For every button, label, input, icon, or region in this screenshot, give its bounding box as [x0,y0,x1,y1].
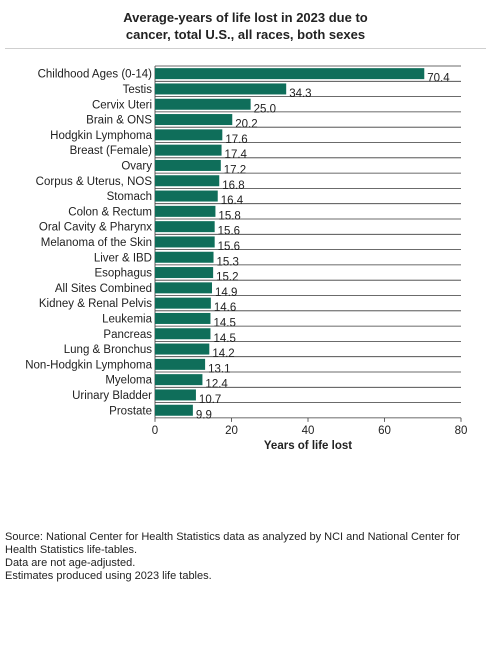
data-label: 16.4 [221,195,244,207]
category-label: Testis [123,84,153,96]
bar [155,221,215,233]
data-label: 9.9 [196,409,212,421]
category-label: Corpus & Uterus, NOS [36,176,153,188]
data-label: 14.9 [215,287,237,299]
bar [155,98,251,110]
category-label: Kidney & Renal Pelvis [39,298,152,310]
category-label: Esophagus [94,268,152,280]
category-label: Liver & IBD [94,252,152,264]
data-label: 15.2 [216,272,238,284]
category-label: Cervix Uteri [92,99,152,111]
bar [155,343,210,355]
category-label: Hodgkin Lymphoma [50,130,152,142]
x-tick-label: 20 [225,425,238,437]
category-label: Myeloma [105,375,152,387]
data-label: 17.4 [225,149,248,161]
data-label: 70.4 [427,73,450,85]
category-label: Prostate [109,405,152,417]
bar [155,68,425,80]
x-tick-label: 80 [455,425,468,437]
bar [155,251,214,263]
age-adjustment-note: Data are not age-adjusted. [5,557,136,569]
chart-title-line-2: cancer, total U.S., all races, both sexe… [125,27,366,42]
category-label: Colon & Rectum [68,206,152,218]
bar [155,83,287,95]
data-label: 17.2 [224,164,246,176]
data-label: 12.4 [205,379,228,391]
data-label: 14.2 [212,348,234,360]
bar [155,404,193,416]
category-label: Stomach [107,191,152,203]
bar [155,175,220,187]
x-axis-label: Years of life lost [264,440,352,452]
bar-chart: Childhood Ages (0-14) 70.4 Testis 34.3 Cervi… [25,65,468,452]
data-label: 15.3 [217,256,239,268]
category-label: Pancreas [103,329,152,341]
data-label: 15.6 [218,226,240,238]
data-label: 15.8 [218,210,240,222]
data-label: 10.7 [199,394,221,406]
bar [155,114,233,126]
category-label: Ovary [121,160,152,172]
bar [155,205,216,217]
bar [155,267,214,279]
category-label: Lung & Bronchus [64,344,152,356]
category-label: Oral Cavity & Pharynx [39,222,152,234]
chart-title-line-1: Average-years of life lost in 2023 due t… [123,10,368,25]
bar [155,236,215,248]
source-note: Source: National Center for Health Stati… [5,531,460,556]
x-tick-label: 40 [302,425,315,437]
data-label: 15.6 [218,241,240,253]
bar [155,389,196,401]
bar [155,129,223,141]
bar [155,297,211,309]
bar [155,144,222,156]
category-label: Non-Hodgkin Lymphoma [25,359,152,371]
x-tick-label: 0 [152,425,158,437]
data-label: 34.3 [289,88,311,100]
bar [155,328,211,340]
data-label: 17.6 [225,134,247,146]
data-label: 16.8 [222,180,244,192]
bar [155,190,218,202]
data-label: 14.5 [213,333,235,345]
category-label: Melanoma of the Skin [41,237,152,249]
chart-notes: Source: National Center for Health Stati… [5,531,485,583]
x-tick-label: 60 [378,425,391,437]
data-label: 14.6 [214,302,236,314]
chart-title: Average-years of life lost in 2023 due t… [0,9,491,43]
category-label: Urinary Bladder [72,390,152,402]
data-label: 13.1 [208,363,230,375]
data-label: 25.0 [254,103,276,115]
category-label: All Sites Combined [55,283,152,295]
bar [155,282,212,294]
life-table-note: Estimates produced using 2023 life table… [5,570,212,582]
category-label: Brain & ONS [86,115,152,127]
category-label: Leukemia [102,313,152,325]
bar [155,358,206,370]
bar [155,312,211,324]
bar [155,159,221,171]
category-label: Breast (Female) [70,145,153,157]
data-label: 20.2 [235,119,257,131]
data-label: 14.5 [213,317,235,329]
bar [155,374,203,386]
category-label: Childhood Ages (0-14) [38,69,153,81]
title-divider [5,48,486,49]
